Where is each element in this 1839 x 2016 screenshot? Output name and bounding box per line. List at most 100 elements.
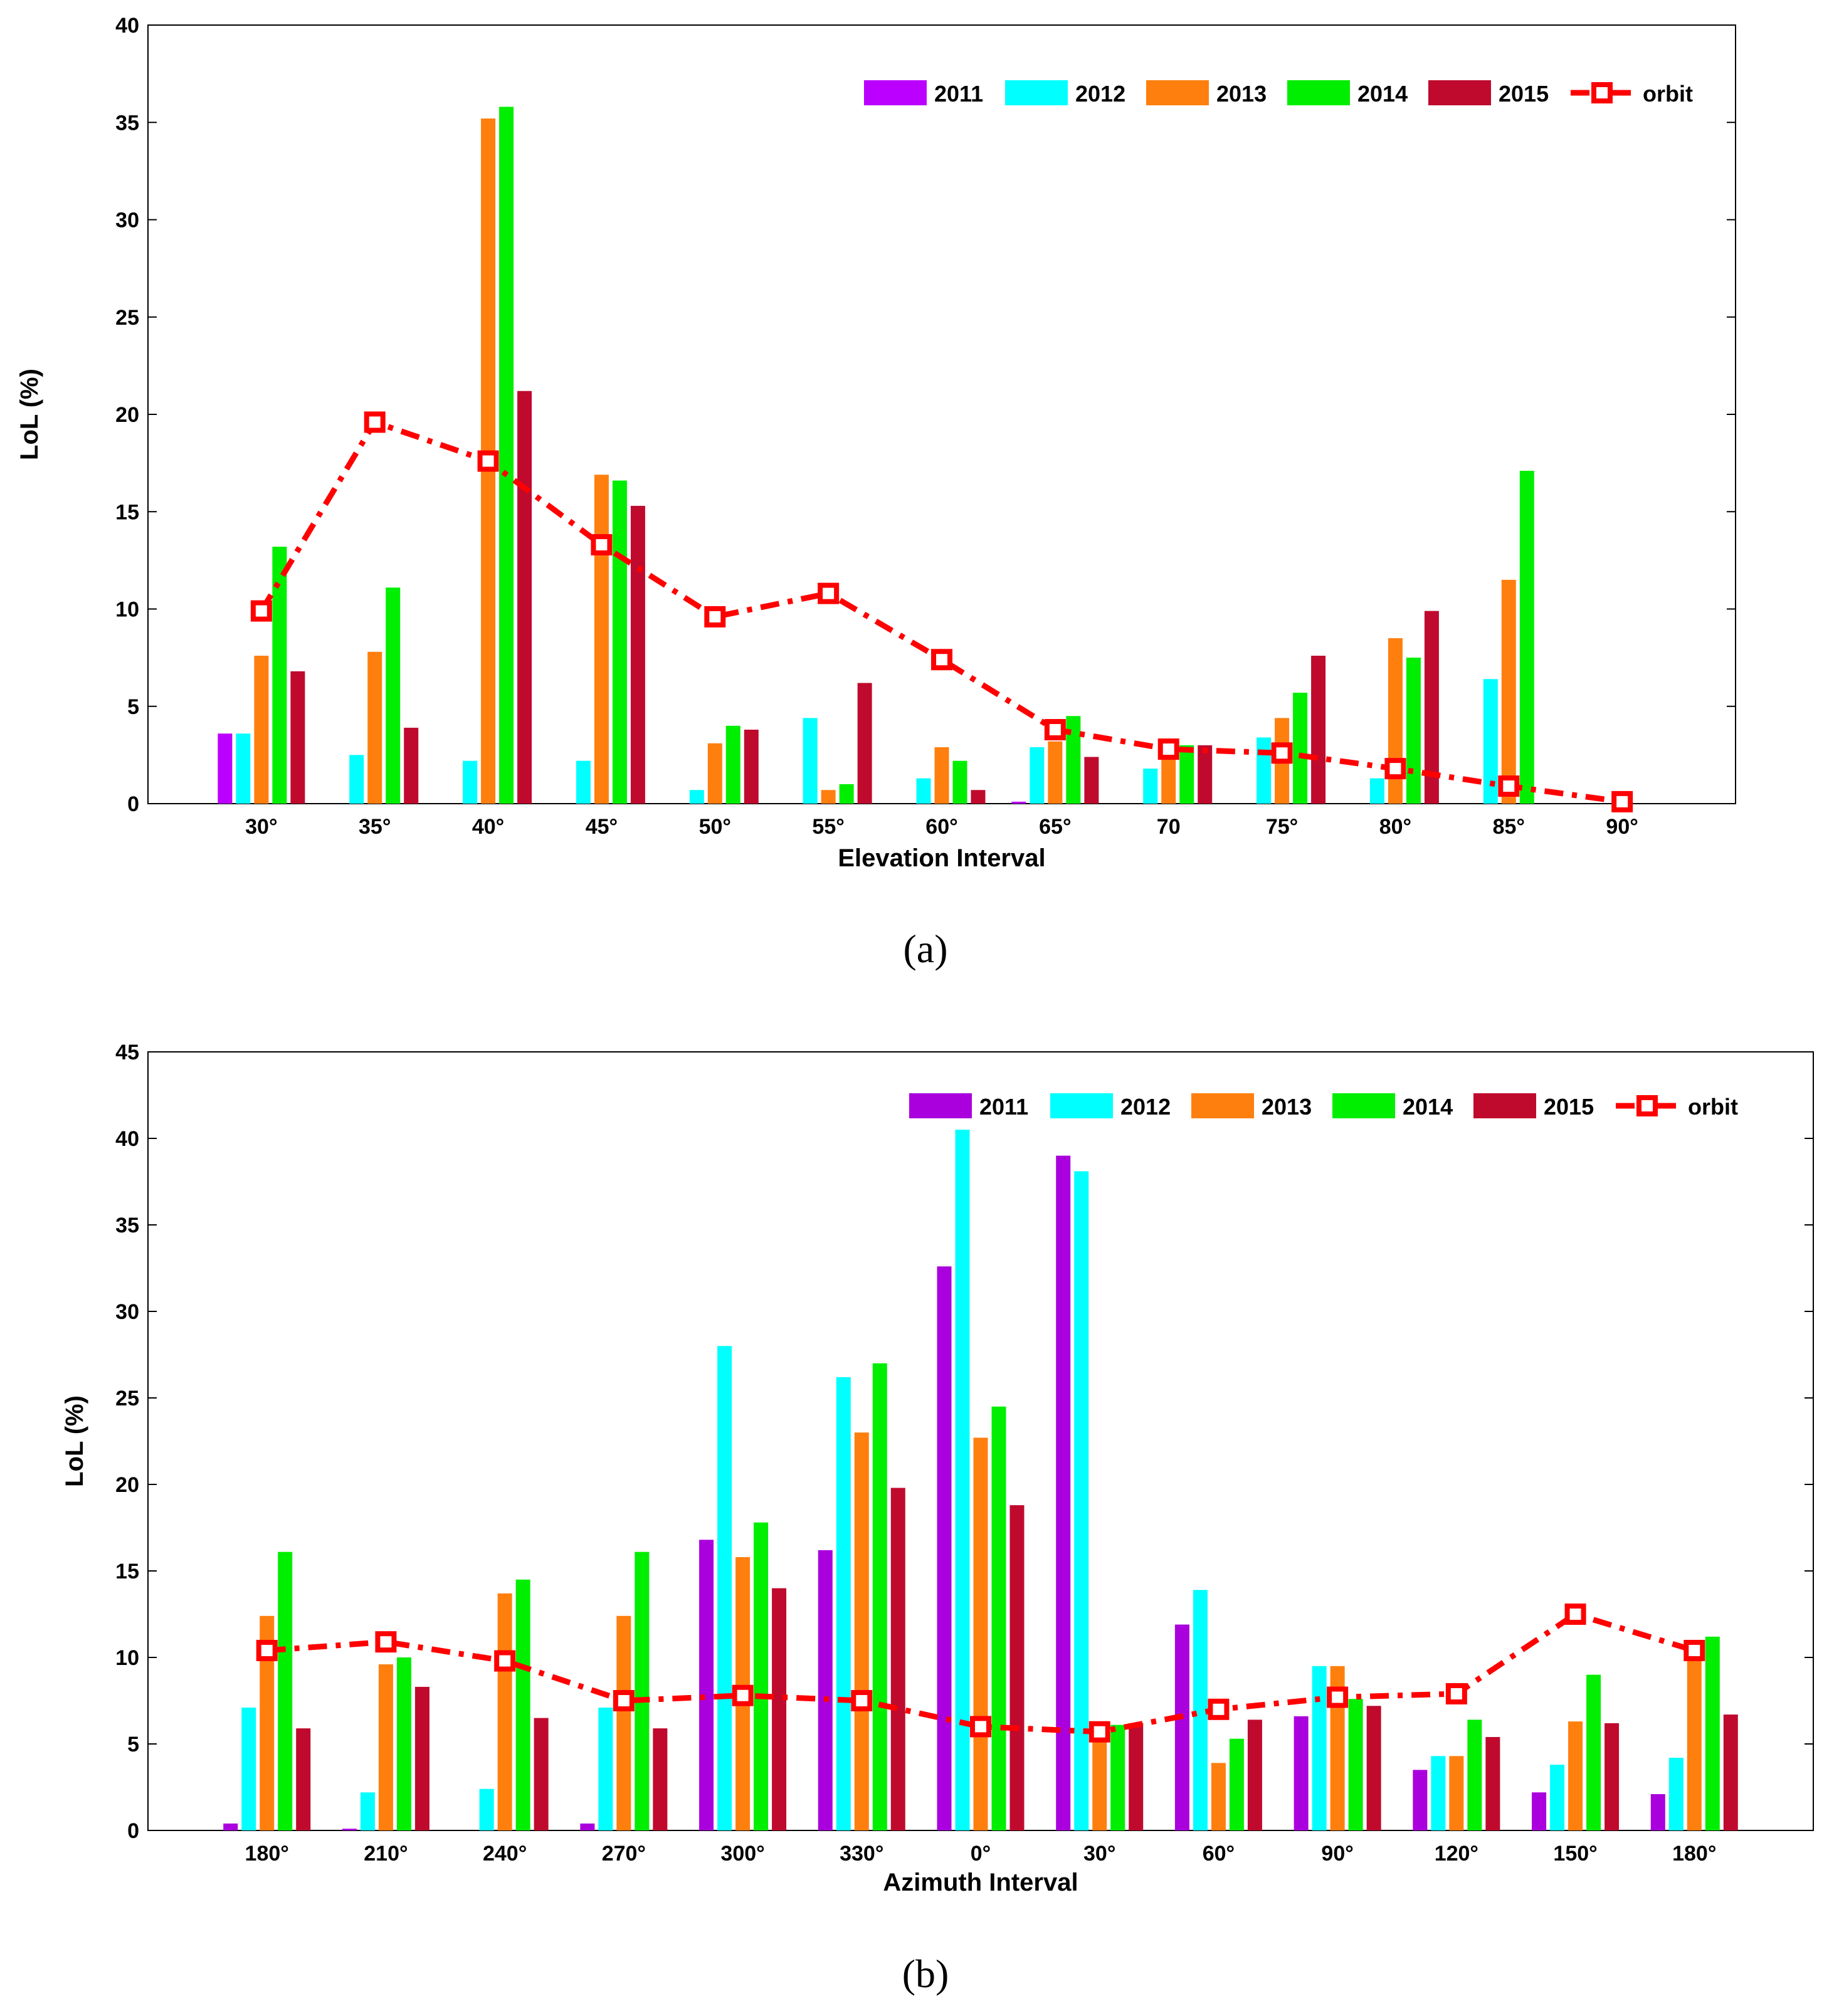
y-tick-label: 20: [115, 1473, 139, 1497]
x-tick-label: 80°: [1379, 815, 1411, 839]
orbit-point-9: [1327, 1686, 1349, 1708]
bar-2015-7: [1084, 757, 1099, 804]
bar-2014-0: [278, 1551, 293, 1830]
panel-label: (a): [903, 927, 947, 971]
bar-2012-8: [1143, 769, 1158, 804]
x-tick-label: 180°: [1672, 1842, 1716, 1866]
bar-2014-9: [1293, 693, 1308, 804]
orbit-point-7: [1088, 1721, 1110, 1743]
bar-2014-1: [396, 1657, 411, 1830]
bar-2014-6: [952, 760, 967, 804]
bar-2011-4: [699, 1540, 714, 1830]
legend-label-2014: 2014: [1403, 1094, 1453, 1120]
bar-2015-10: [1424, 611, 1439, 804]
orbit-point-0: [256, 1639, 278, 1661]
x-tick-label: 270°: [602, 1842, 646, 1866]
bar-2012-11: [1483, 679, 1498, 804]
x-tick-label: 120°: [1435, 1842, 1478, 1866]
orbit-point-6: [931, 649, 952, 671]
bar-2011-1: [342, 1829, 357, 1830]
bar-2012-8: [1193, 1590, 1208, 1830]
bar-2012-11: [1550, 1765, 1565, 1830]
legend-swatch-2014: [1332, 1093, 1395, 1118]
bar-2014-7: [1066, 716, 1081, 804]
bar-2014-3: [612, 480, 627, 804]
bar-2014-3: [635, 1551, 650, 1830]
legend-orbit-marker: [1636, 1095, 1658, 1116]
chart-panel-b: 0 5 10 15 20 25 30 35 40 45 180° 210° 240° 270° 300° 33…: [61, 1041, 1814, 1996]
bar-2013-6: [973, 1437, 988, 1830]
bar-2011-7: [1056, 1155, 1071, 1830]
bar-2014-11: [1586, 1674, 1601, 1830]
orbit-point-10: [1445, 1683, 1467, 1704]
bar-2012-7: [1074, 1171, 1089, 1830]
orbit-point-12: [1684, 1639, 1705, 1661]
bar-2012-5: [836, 1377, 851, 1830]
orbit-point-3: [613, 1690, 635, 1711]
legend-label-2011: 2011: [979, 1094, 1028, 1120]
bar-2012-1: [349, 755, 364, 804]
orbit-point-5: [851, 1690, 873, 1711]
x-tick-label: 45°: [586, 815, 618, 839]
bar-2013-2: [497, 1593, 512, 1830]
bar-2015-2: [534, 1718, 549, 1830]
x-tick-label: 40°: [472, 815, 504, 839]
bar-2013-10: [1449, 1756, 1464, 1830]
bar-2015-8: [1247, 1719, 1262, 1830]
y-tick-label: 35: [115, 1214, 139, 1237]
y-tick-label: 15: [115, 1560, 139, 1583]
y-tick-label: 25: [115, 1387, 139, 1410]
bar-2015-0: [290, 671, 305, 804]
bar-2015-9: [1366, 1706, 1381, 1830]
bar-2014-4: [754, 1522, 769, 1830]
x-tick-label: 60°: [925, 815, 957, 839]
bar-2014-2: [515, 1579, 530, 1830]
orbit-point-3: [591, 534, 613, 556]
y-tick-label: 35: [115, 111, 139, 135]
bar-2013-7: [1092, 1728, 1107, 1830]
bar-2015-3: [630, 505, 645, 804]
x-axis-label: Elevation Interval: [838, 844, 1045, 872]
orbit-point-11: [1564, 1604, 1586, 1625]
legend-label-orbit: orbit: [1688, 1094, 1738, 1120]
bar-2015-7: [1129, 1723, 1144, 1830]
bar-2013-3: [616, 1615, 631, 1830]
bar-2015-12: [1723, 1714, 1738, 1830]
bar-2015-3: [653, 1728, 668, 1830]
bar-2013-11: [1501, 579, 1516, 804]
legend-orbit-marker: [1591, 82, 1613, 103]
orbit-point-7: [1044, 719, 1066, 741]
x-tick-label: 90°: [1606, 815, 1638, 839]
legend-swatch-2015: [1428, 80, 1491, 105]
legend-swatch-2013: [1146, 80, 1209, 105]
orbit-point-2: [477, 450, 499, 472]
bar-2014-1: [386, 587, 401, 804]
bar-2014-4: [725, 725, 740, 804]
bar-2015-0: [296, 1728, 311, 1830]
legend-swatch-2012: [1005, 80, 1068, 105]
y-tick-label: 25: [115, 306, 139, 330]
bar-2014-10: [1467, 1719, 1482, 1830]
bar-2015-6: [971, 790, 986, 804]
bar-2012-0: [236, 733, 251, 804]
orbit-point-1: [364, 411, 386, 433]
bar-2012-10: [1369, 778, 1384, 804]
x-tick-label: 30°: [1083, 1842, 1115, 1866]
orbit-point-10: [1384, 758, 1406, 780]
bar-2015-1: [414, 1686, 429, 1830]
bar-2013-12: [1687, 1650, 1702, 1830]
bar-2012-4: [717, 1346, 732, 1830]
x-tick-label: 35°: [359, 815, 391, 839]
orbit-point-4: [704, 606, 726, 627]
bar-2014-8: [1229, 1738, 1244, 1830]
bar-2015-4: [744, 730, 759, 804]
orbit-point-1: [375, 1631, 397, 1653]
bar-2013-1: [367, 651, 382, 804]
bar-2011-3: [580, 1823, 595, 1830]
y-tick-label: 0: [127, 792, 139, 816]
legend-swatch-2011: [864, 80, 927, 105]
y-tick-label: 30: [115, 1300, 139, 1324]
x-tick-label: 90°: [1321, 1842, 1353, 1866]
bar-2013-8: [1161, 751, 1176, 804]
bar-2011-0: [218, 733, 233, 804]
